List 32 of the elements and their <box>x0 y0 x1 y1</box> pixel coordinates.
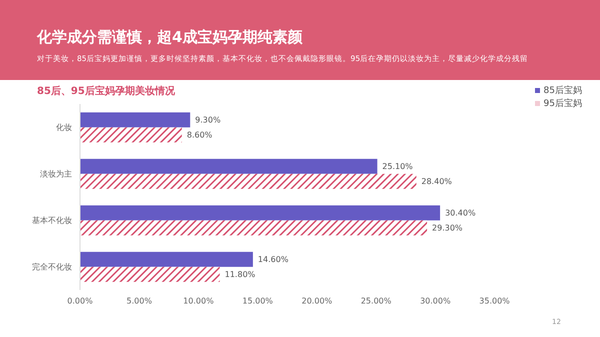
x-tick-label: 30.00% <box>420 296 451 306</box>
legend-label: 85后宝妈 <box>544 86 582 96</box>
data-label: 11.80% <box>224 270 256 280</box>
data-label: 14.60% <box>258 255 289 264</box>
x-tick-label: 20.00% <box>302 296 333 306</box>
bar <box>80 127 182 142</box>
data-label: 30.40% <box>445 208 476 218</box>
chart-title: 化学成分需谨慎，超4成宝妈孕期纯素颜 <box>37 28 302 47</box>
bar <box>80 205 440 220</box>
bar <box>80 220 428 236</box>
x-tick-label: 25.00% <box>360 296 392 306</box>
data-label: 9.30% <box>195 116 221 125</box>
data-label: 8.60% <box>186 130 213 140</box>
data-label: 25.10% <box>382 162 414 172</box>
y-tick-label: 基本不化妆 <box>32 216 72 226</box>
x-tick-label: 0.00% <box>67 296 94 306</box>
x-tick-label: 35.00% <box>479 296 510 306</box>
text: 85后、95后宝妈孕期美妆情况 <box>37 84 175 98</box>
bar <box>80 252 253 267</box>
bar <box>80 174 416 189</box>
data-label: 28.40% <box>421 177 452 186</box>
x-tick-label: 5.00% <box>126 296 152 306</box>
bar <box>80 112 190 128</box>
y-tick-label: 完全不化妆 <box>32 262 72 272</box>
x-tick-label: 15.00% <box>242 296 274 306</box>
x-tick-label: 10.00% <box>183 296 214 306</box>
y-tick-label: 淡妆为主 <box>40 170 72 179</box>
bar <box>80 266 220 282</box>
bar <box>80 158 378 174</box>
y-tick-label: 化妆 <box>56 123 72 132</box>
data-label: 29.30% <box>432 224 463 233</box>
legend-label: 95后宝妈 <box>544 99 582 109</box>
